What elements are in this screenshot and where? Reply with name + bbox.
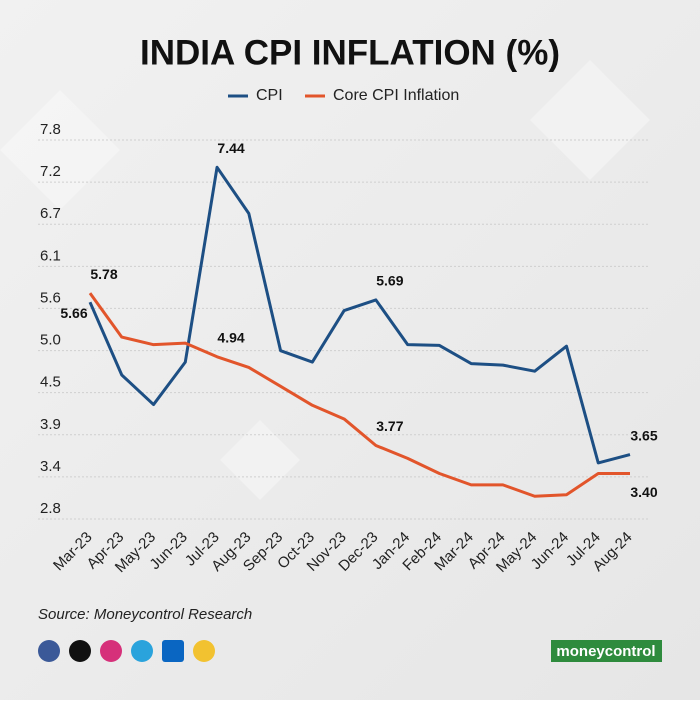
linkedin-icon[interactable] bbox=[162, 640, 184, 662]
data-label: 3.77 bbox=[376, 418, 403, 434]
chart-title: INDIA CPI INFLATION (%) bbox=[140, 33, 560, 72]
data-label: 3.65 bbox=[630, 427, 657, 443]
legend-label: CPI bbox=[256, 87, 283, 104]
y-tick-label: 6.1 bbox=[40, 247, 61, 264]
y-tick-label: 7.2 bbox=[40, 163, 61, 180]
series-line bbox=[88, 165, 631, 465]
y-tick-label: 6.7 bbox=[40, 205, 61, 222]
y-tick-label: 7.8 bbox=[40, 121, 61, 138]
x-icon[interactable] bbox=[69, 640, 91, 662]
data-label: 7.44 bbox=[217, 140, 244, 156]
data-label: 5.69 bbox=[376, 273, 403, 289]
instagram-icon[interactable] bbox=[100, 640, 122, 662]
data-label: 3.40 bbox=[630, 484, 657, 500]
legend-label: Core CPI Inflation bbox=[333, 87, 459, 104]
brand-logo[interactable] bbox=[551, 640, 662, 662]
y-tick-label: 3.9 bbox=[40, 416, 61, 433]
social-icons bbox=[38, 640, 215, 662]
series-line bbox=[88, 292, 630, 498]
y-tick-label: 3.4 bbox=[40, 458, 61, 475]
telegram-icon[interactable] bbox=[131, 640, 153, 662]
facebook-icon[interactable] bbox=[38, 640, 60, 662]
brand-name: moneycontrol bbox=[556, 643, 655, 660]
y-tick-label: 2.8 bbox=[40, 500, 61, 517]
source-note: Source: Moneycontrol Research bbox=[38, 606, 252, 623]
data-label: 5.78 bbox=[90, 266, 117, 282]
koo-icon[interactable] bbox=[193, 640, 215, 662]
data-label: 5.66 bbox=[60, 305, 87, 321]
y-tick-label: 5.6 bbox=[40, 289, 61, 306]
y-tick-label: 4.5 bbox=[40, 374, 61, 391]
data-label: 4.94 bbox=[217, 329, 244, 345]
background-pattern bbox=[0, 60, 650, 500]
y-tick-label: 5.0 bbox=[40, 332, 61, 349]
